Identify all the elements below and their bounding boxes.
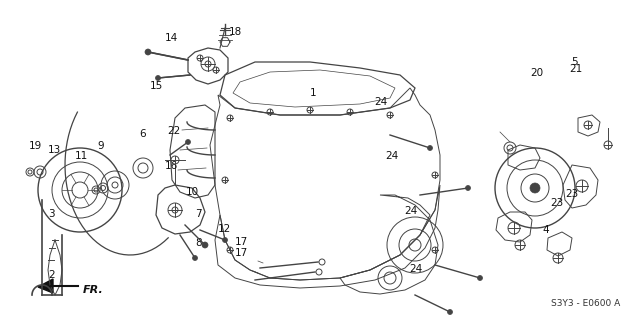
Text: 24: 24 bbox=[374, 97, 387, 107]
Text: 24: 24 bbox=[404, 206, 417, 216]
Circle shape bbox=[156, 76, 161, 81]
Text: 2: 2 bbox=[48, 270, 54, 280]
Text: 8: 8 bbox=[195, 238, 202, 248]
Text: 9: 9 bbox=[98, 140, 104, 151]
Text: 14: 14 bbox=[165, 33, 178, 43]
Text: 11: 11 bbox=[75, 151, 88, 161]
Text: 16: 16 bbox=[165, 161, 178, 171]
Circle shape bbox=[193, 255, 198, 260]
Text: 24: 24 bbox=[410, 264, 422, 274]
Circle shape bbox=[447, 309, 452, 315]
Text: S3Y3 - E0600 A: S3Y3 - E0600 A bbox=[551, 299, 620, 308]
Circle shape bbox=[202, 242, 208, 248]
Text: 3: 3 bbox=[48, 209, 54, 220]
Text: 24: 24 bbox=[385, 151, 398, 161]
Circle shape bbox=[530, 183, 540, 193]
Text: 17: 17 bbox=[236, 248, 248, 258]
Text: 13: 13 bbox=[48, 145, 61, 156]
Circle shape bbox=[145, 49, 151, 55]
Text: 5: 5 bbox=[572, 57, 578, 68]
Polygon shape bbox=[38, 279, 53, 293]
Text: 1: 1 bbox=[310, 88, 317, 98]
Text: 23: 23 bbox=[550, 198, 563, 208]
Circle shape bbox=[428, 146, 433, 150]
Text: 23: 23 bbox=[565, 188, 578, 199]
Text: 18: 18 bbox=[229, 27, 242, 37]
Circle shape bbox=[465, 186, 470, 190]
Text: 21: 21 bbox=[570, 64, 582, 74]
Text: 7: 7 bbox=[195, 209, 202, 220]
Circle shape bbox=[477, 276, 483, 281]
Text: 19: 19 bbox=[29, 141, 42, 151]
Text: 15: 15 bbox=[150, 81, 163, 91]
Text: 20: 20 bbox=[530, 68, 543, 78]
Circle shape bbox=[223, 237, 227, 243]
Text: FR.: FR. bbox=[83, 285, 104, 295]
Text: 17: 17 bbox=[236, 236, 248, 247]
Text: 12: 12 bbox=[218, 224, 230, 234]
Text: 22: 22 bbox=[168, 125, 180, 136]
Text: 4: 4 bbox=[543, 225, 549, 236]
Circle shape bbox=[186, 140, 191, 145]
Text: 10: 10 bbox=[186, 187, 198, 197]
Text: 6: 6 bbox=[139, 129, 145, 140]
